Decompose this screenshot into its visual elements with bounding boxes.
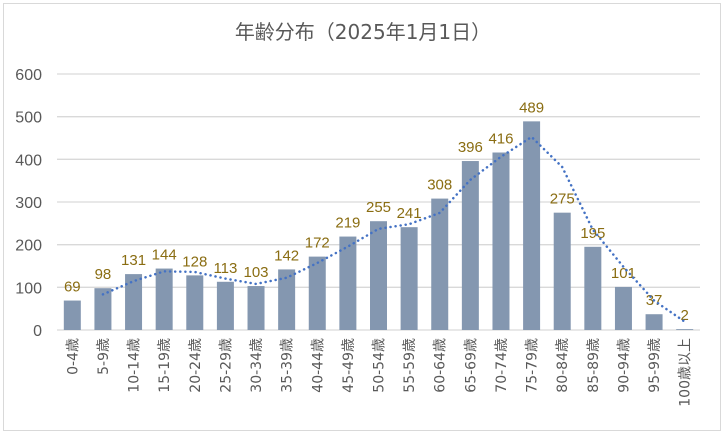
x-tick-label: 75-79歳 xyxy=(525,338,541,393)
y-tick-label: 500 xyxy=(15,110,42,127)
y-tick-label: 400 xyxy=(15,152,42,169)
data-label: 489 xyxy=(519,99,544,116)
x-tick-label: 0-4歳 xyxy=(65,338,81,375)
x-tick-label: 70-74歳 xyxy=(494,338,510,393)
data-label: 2 xyxy=(681,307,689,324)
data-label: 195 xyxy=(580,225,605,242)
data-label: 275 xyxy=(550,191,575,208)
x-tick-label: 30-34歳 xyxy=(249,338,265,393)
data-label: 219 xyxy=(335,215,360,232)
y-tick-label: 600 xyxy=(15,67,42,84)
data-label: 101 xyxy=(611,265,636,282)
bar xyxy=(125,274,143,330)
data-label: 396 xyxy=(458,139,483,156)
bar xyxy=(431,198,449,330)
bar xyxy=(553,212,571,330)
x-tick-label: 100歳以上 xyxy=(678,338,694,407)
bar xyxy=(645,314,663,330)
x-tick-label: 5-9歳 xyxy=(96,338,112,375)
data-label: 98 xyxy=(95,266,112,283)
bar xyxy=(400,227,418,330)
data-label: 128 xyxy=(182,253,207,270)
bar xyxy=(247,286,265,330)
x-tick-label: 45-49歳 xyxy=(341,338,357,393)
x-tick-label: 80-84歳 xyxy=(555,338,571,393)
bar xyxy=(186,275,204,330)
x-tick-label: 50-54歳 xyxy=(372,338,388,393)
x-tick-label: 10-14歳 xyxy=(127,338,143,393)
data-label: 255 xyxy=(366,199,391,216)
bar xyxy=(94,288,112,330)
x-tick-label: 60-64歳 xyxy=(433,338,449,393)
data-label: 103 xyxy=(244,264,269,281)
x-tick-label: 35-39歳 xyxy=(280,338,296,393)
bar xyxy=(216,281,234,330)
bar xyxy=(492,152,510,330)
y-tick-label: 100 xyxy=(15,280,42,297)
x-tick-label: 25-29歳 xyxy=(218,338,234,393)
y-tick-label: 300 xyxy=(15,195,42,212)
data-label: 69 xyxy=(64,279,81,296)
data-label: 241 xyxy=(397,205,422,222)
bar xyxy=(370,221,387,330)
bar xyxy=(339,236,357,330)
bar xyxy=(278,269,296,330)
bar xyxy=(155,268,173,330)
y-tick-label: 200 xyxy=(15,238,42,255)
bar xyxy=(308,256,326,330)
data-label: 308 xyxy=(427,177,452,194)
x-tick-label: 90-94歳 xyxy=(616,338,632,393)
x-tick-label: 85-89歳 xyxy=(586,338,602,393)
x-tick-label: 40-44歳 xyxy=(310,338,326,393)
bar xyxy=(461,161,479,330)
data-label: 131 xyxy=(121,252,146,269)
bar xyxy=(584,246,602,330)
x-tick-label: 95-99歳 xyxy=(647,338,663,393)
bar xyxy=(676,329,694,330)
x-tick-label: 15-19歳 xyxy=(157,338,173,393)
x-tick-label: 55-59歳 xyxy=(402,338,418,393)
bar xyxy=(63,300,81,330)
x-tick-label: 65-69歳 xyxy=(463,338,479,393)
data-label: 416 xyxy=(488,131,513,148)
data-label: 144 xyxy=(152,247,177,264)
y-tick-label: 0 xyxy=(33,323,42,340)
data-label: 113 xyxy=(213,260,237,277)
x-tick-label: 20-24歳 xyxy=(188,338,204,393)
bar xyxy=(523,121,541,330)
chart-title: 年齢分布（2025年1月1日） xyxy=(234,20,492,44)
trendline xyxy=(101,135,686,323)
chart-frame xyxy=(3,3,721,431)
data-label: 142 xyxy=(274,247,299,264)
data-label: 172 xyxy=(305,235,330,252)
bar xyxy=(614,286,632,330)
